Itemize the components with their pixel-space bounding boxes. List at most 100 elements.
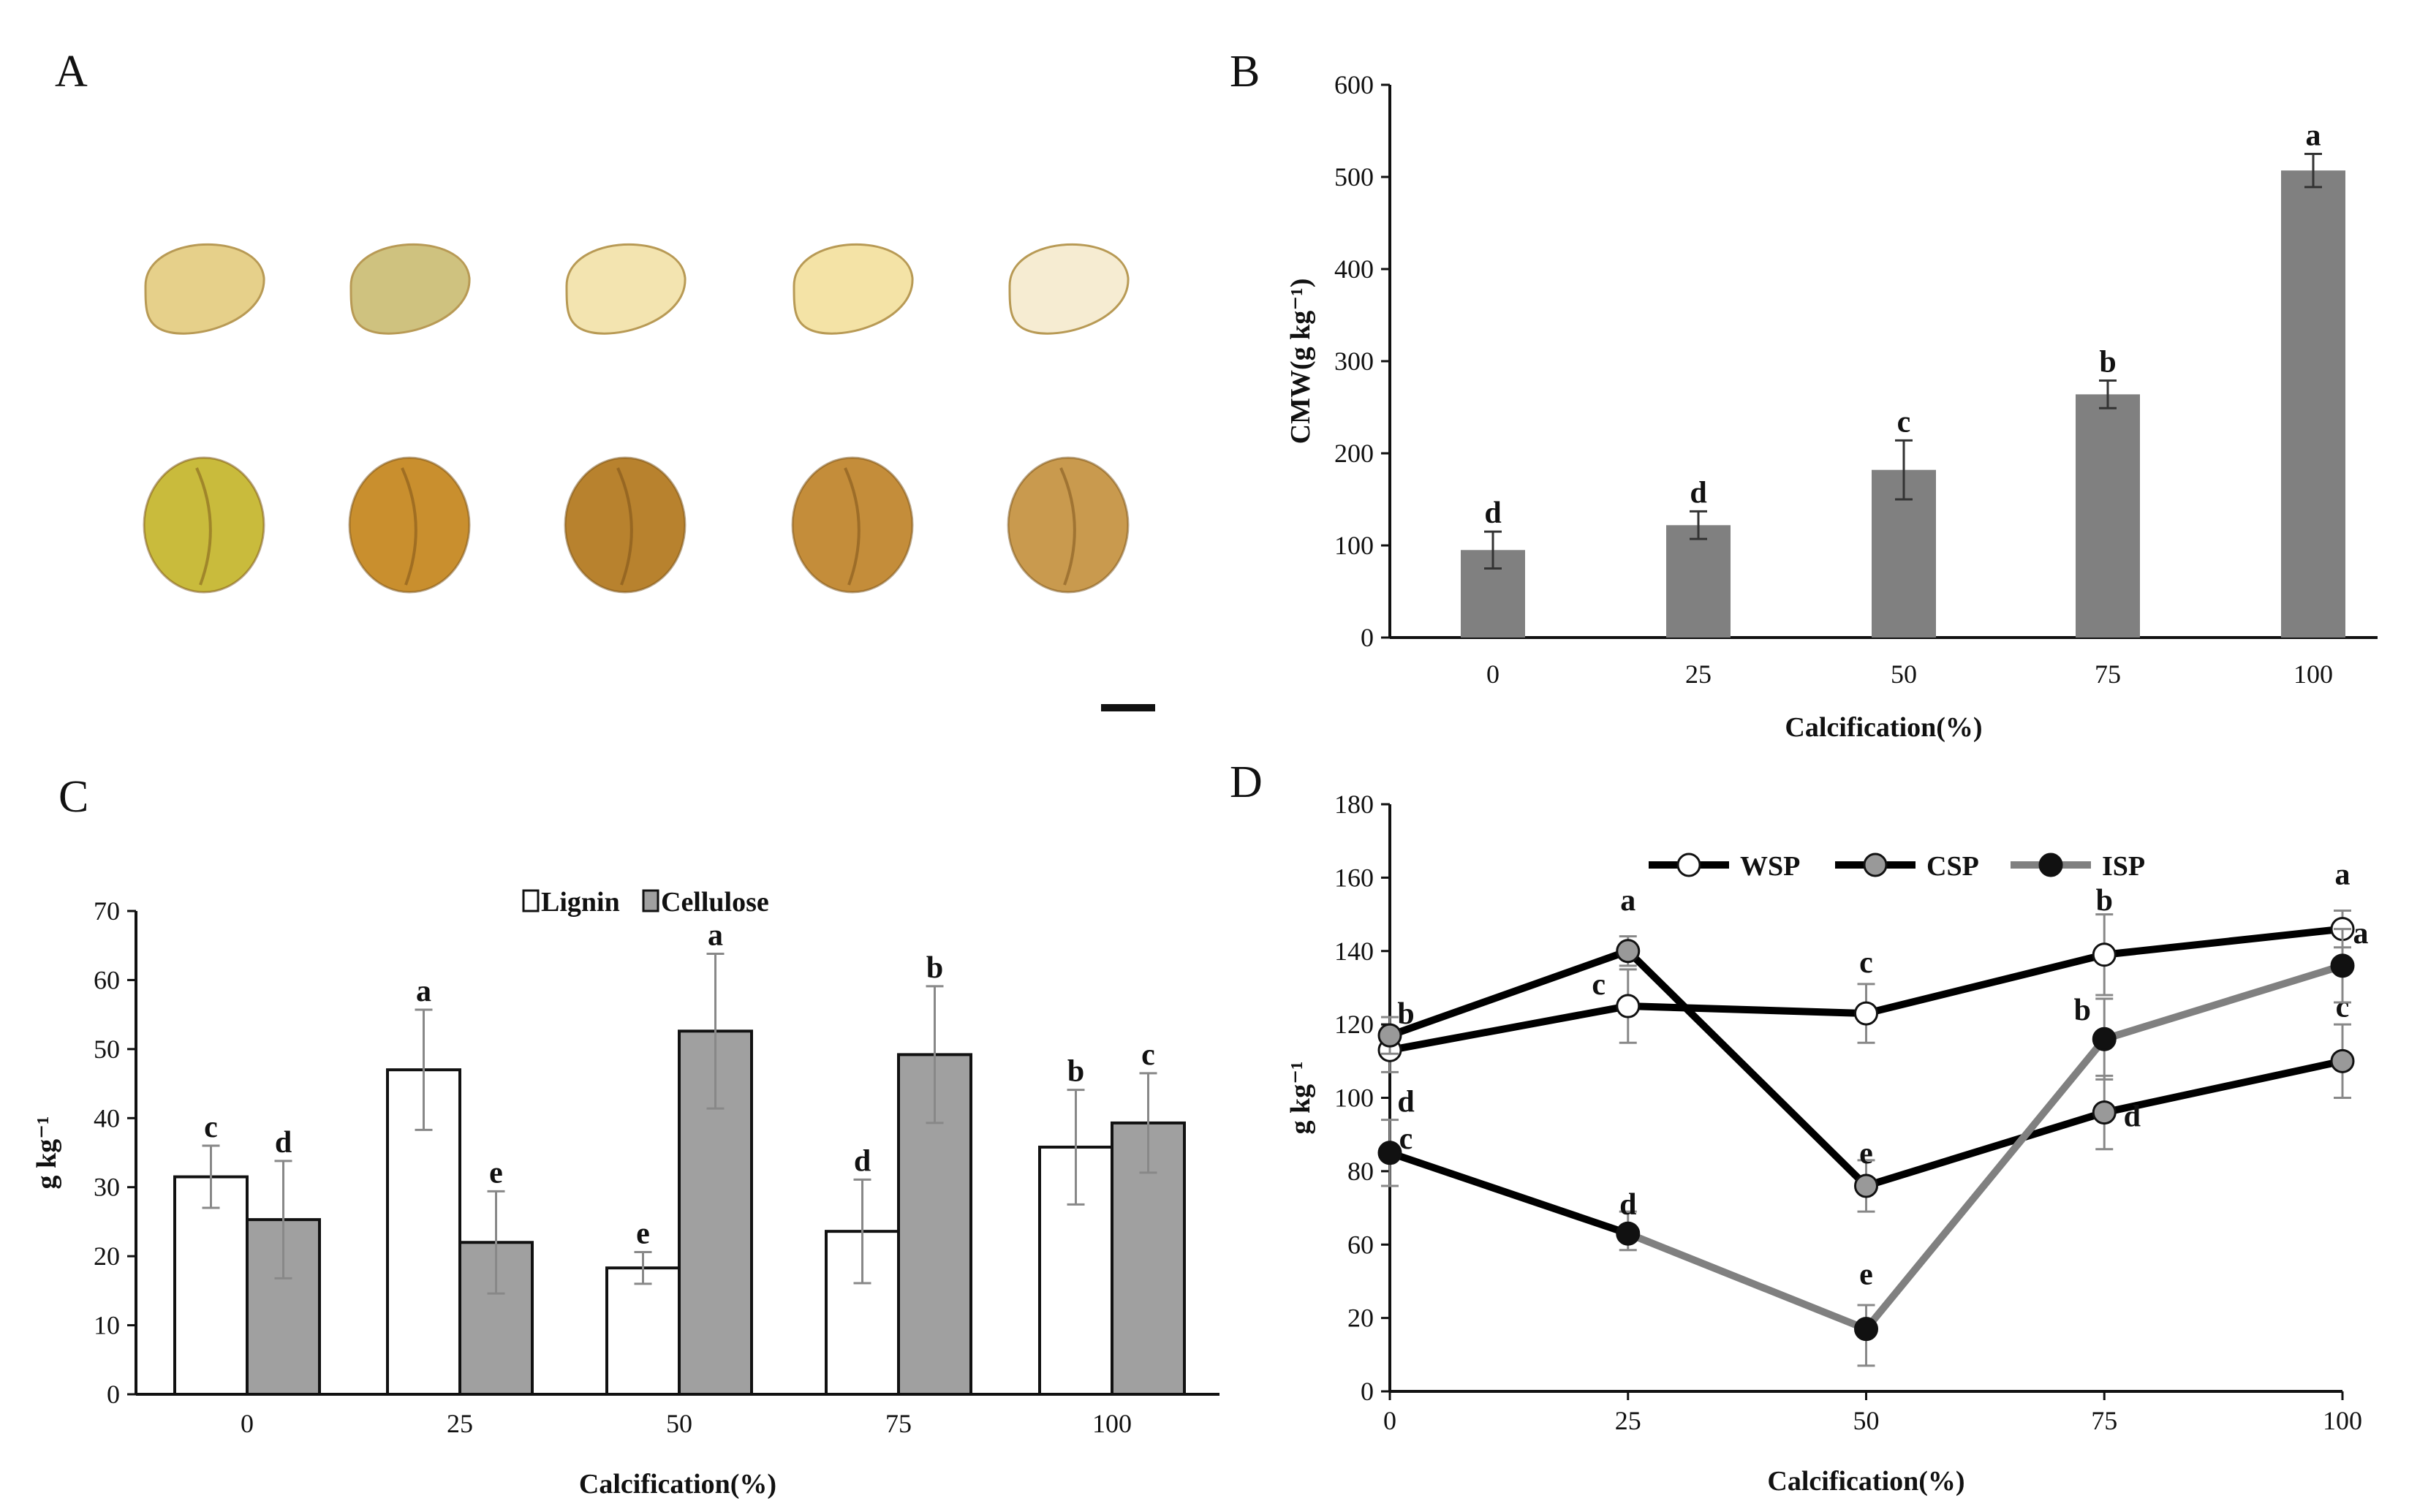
y-tick-label: 80	[1347, 1157, 1374, 1186]
whole-kernel	[791, 456, 914, 594]
legend-label-isp: ISP	[2102, 851, 2145, 882]
significance-letter: b	[1067, 1055, 1084, 1089]
data-point-isp	[1854, 1317, 1878, 1342]
x-tick-label: 0	[241, 1409, 254, 1438]
chart-d-pectin: 0 20 60 80 100 120 140 160 180 Calcification(%) g …	[1285, 790, 2369, 1497]
y-tick-label: 20	[1347, 1304, 1374, 1333]
y-tick-label: 600	[1334, 70, 1374, 99]
y-tick-label: 160	[1334, 863, 1374, 892]
whole-kernel	[143, 456, 265, 594]
x-tick-label: 100	[2323, 1406, 2362, 1435]
y-axis-label: g kg⁻¹	[1285, 1061, 1316, 1134]
data-point-csp	[1854, 1173, 1878, 1198]
significance-letter: b	[1397, 997, 1414, 1031]
scale-bar	[1101, 704, 1155, 711]
kernel-cross-section	[1008, 243, 1130, 335]
x-tick-label: 25	[447, 1409, 473, 1438]
y-tick-label: 0	[107, 1380, 120, 1409]
significance-letter: c	[1141, 1038, 1155, 1072]
significance-letter: c	[1592, 968, 1606, 1002]
legend-label-csp: CSP	[1926, 851, 1979, 882]
y-tick-label: 140	[1334, 937, 1374, 966]
panel-label-d: D	[1230, 757, 1263, 807]
kernel-cross-section	[144, 243, 265, 335]
y-tick-label: 200	[1334, 439, 1374, 468]
significance-letter: c	[204, 1111, 218, 1144]
significance-letter: e	[636, 1217, 650, 1250]
y-tick-label: 70	[94, 896, 120, 926]
x-tick-label: 25	[1615, 1406, 1641, 1435]
data-point-csp	[1377, 1023, 1402, 1048]
bar	[1666, 525, 1731, 638]
series-line-isp	[1626, 1230, 1868, 1333]
y-tick-label: 50	[94, 1035, 120, 1064]
y-tick-label: 400	[1334, 254, 1374, 284]
whole-kernel	[1007, 456, 1130, 594]
series-line-csp	[2103, 1057, 2344, 1116]
significance-letter: e	[1859, 1258, 1873, 1292]
significance-letter: b	[2096, 884, 2113, 918]
series-line-csp	[1625, 948, 1869, 1189]
legend-label-wsp: WSP	[1740, 851, 1800, 882]
bar-lignin	[605, 1266, 681, 1396]
whole-kernel	[564, 456, 687, 594]
x-tick-label: 50	[1853, 1406, 1880, 1435]
legend-marker-wsp	[1676, 853, 1701, 877]
y-axis-label: g kg⁻¹	[31, 1116, 62, 1189]
y-tick-label: 100	[1334, 531, 1374, 560]
kernel-seam	[401, 467, 417, 586]
legend-marker-isp	[2038, 853, 2063, 877]
x-tick-label: 75	[2091, 1406, 2117, 1435]
y-tick-label: 0	[1361, 623, 1374, 652]
series-line-isp	[1863, 1037, 2108, 1331]
significance-letter: d	[275, 1126, 292, 1160]
significance-letter: d	[854, 1144, 871, 1178]
data-point-csp	[2092, 1100, 2117, 1125]
x-axis-label: Calcification(%)	[1767, 1466, 1964, 1497]
significance-letter: c	[1859, 946, 1873, 980]
y-tick-label: 100	[1334, 1084, 1374, 1113]
legend-label-cellulose: Cellulose	[661, 887, 769, 918]
significance-letter: d	[1690, 476, 1706, 510]
x-tick-label: 50	[1891, 659, 1917, 689]
x-tick-label: 100	[2293, 659, 2333, 689]
bar-lignin	[173, 1175, 249, 1396]
series-line-wsp	[2103, 925, 2343, 959]
x-axis-label: Calcification(%)	[579, 1469, 776, 1500]
y-tick-label: 500	[1334, 162, 1374, 192]
significance-letter: a	[416, 975, 431, 1008]
x-tick-label: 75	[2095, 659, 2121, 689]
data-point-csp	[1616, 939, 1641, 964]
y-tick-label: 20	[94, 1241, 120, 1271]
significance-letter: e	[489, 1156, 503, 1190]
significance-letter: a	[2335, 858, 2351, 892]
significance-letter: c	[1897, 405, 1911, 439]
data-point-csp	[2330, 1048, 2355, 1073]
bar	[2076, 394, 2140, 638]
series-line-csp	[1388, 948, 1630, 1039]
x-tick-label: 0	[1383, 1406, 1396, 1435]
whole-kernel	[348, 456, 471, 594]
y-tick-label: 120	[1334, 1010, 1374, 1039]
data-point-isp	[1616, 1221, 1641, 1246]
y-tick-label: 60	[1347, 1230, 1374, 1259]
significance-letter: d	[2124, 1100, 2141, 1134]
series-line-wsp	[1865, 950, 2106, 1017]
chart-b-cmw: 0100200300400500600Calcification(%)CMW(g…	[1285, 70, 2378, 743]
kernel-cross-section	[793, 243, 914, 335]
significance-letter: b	[926, 951, 943, 985]
y-tick-label: 300	[1334, 347, 1374, 376]
panel-label-c: C	[58, 772, 88, 822]
significance-letter: d	[1619, 1188, 1636, 1222]
x-tick-label: 75	[885, 1409, 912, 1438]
significance-letter: a	[708, 919, 723, 953]
kernel-seam	[616, 467, 633, 586]
kernel-seam	[1059, 467, 1076, 586]
significance-letter: a	[2306, 119, 2321, 153]
y-tick-label: 40	[94, 1103, 120, 1133]
panel-label-a: A	[55, 47, 88, 97]
significance-letter: b	[2099, 345, 2116, 379]
series-line-wsp	[1627, 1002, 1867, 1018]
